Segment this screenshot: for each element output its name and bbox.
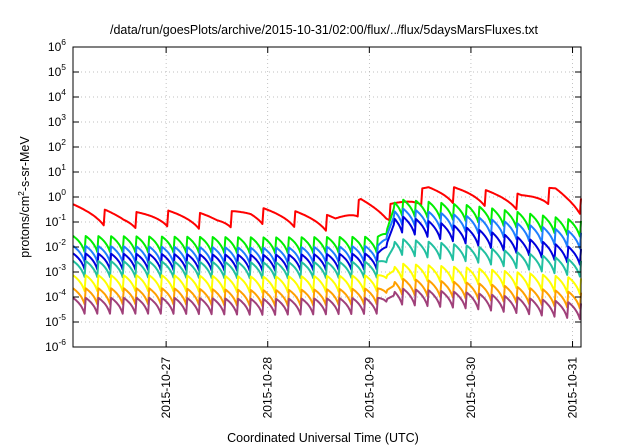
series-line: [72, 207, 582, 265]
y-tick-label: 10-6: [45, 337, 66, 354]
series-line: [72, 198, 582, 255]
x-tick-label: 2015-10-31: [566, 357, 580, 419]
y-tick-label: 10-2: [45, 237, 66, 254]
y-tick-label: 103: [48, 112, 66, 129]
y-tick-label: 106: [48, 37, 66, 54]
chart-title: /data/run/goesPlots/archive/2015-10-31/0…: [110, 23, 539, 37]
x-tick-label: 2015-10-27: [159, 357, 173, 419]
y-tick-label: 10-1: [45, 212, 66, 229]
series-group: [72, 186, 582, 321]
x-tick-label: 2015-10-28: [261, 357, 275, 419]
y-axis-label: protons/cm2-s-sr-MeV: [16, 136, 32, 258]
y-tick-label: 100: [48, 187, 66, 204]
series-line: [72, 262, 582, 296]
series-line: [72, 186, 582, 232]
axes: 106 105 104 103 102 101 100 10-1 10-2 10-3 10-4 10-…: [45, 37, 581, 418]
series-line: [72, 277, 582, 310]
y-tick-label: 10-4: [45, 287, 66, 304]
y-tick-label: 105: [48, 62, 66, 79]
x-axis-label: Coordinated Universal Time (UTC): [227, 431, 419, 445]
x-tick-label: 2015-10-29: [362, 357, 376, 419]
x-tick-label: 2015-10-30: [464, 357, 478, 419]
y-tick-label: 104: [48, 87, 66, 104]
y-tick-label: 10-5: [45, 312, 66, 329]
series-line: [72, 215, 582, 272]
y-tick-label: 10-3: [45, 262, 66, 279]
y-tick-label: 101: [48, 162, 66, 179]
series-line: [72, 238, 582, 280]
series-line: [72, 287, 582, 321]
y-tick-label: 102: [48, 137, 66, 154]
